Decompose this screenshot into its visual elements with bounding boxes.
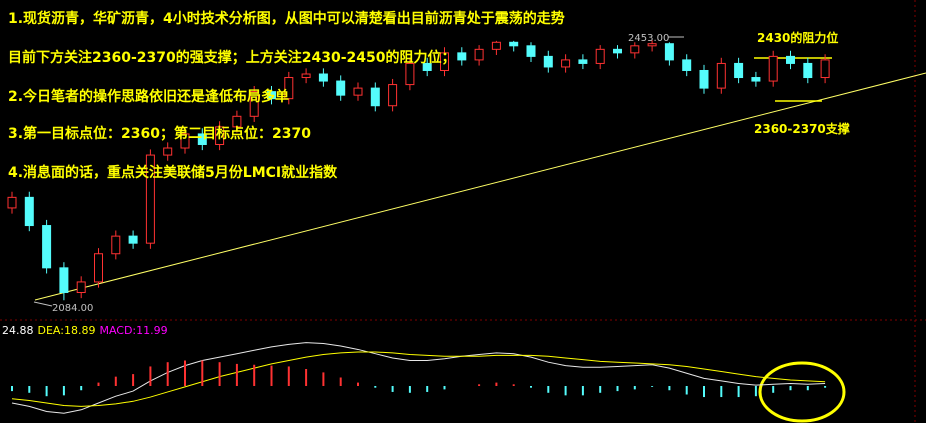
candle-body (336, 80, 346, 96)
candle-body (509, 41, 519, 47)
candle-body (215, 126, 225, 145)
candles (7, 40, 830, 301)
candle-body (422, 62, 432, 71)
candle-body (474, 48, 484, 61)
candle-body (664, 43, 674, 61)
high-price-label: 2453.00 (628, 33, 669, 44)
candle-body (682, 59, 692, 71)
candle-body (768, 55, 778, 82)
annotation: 目前下方关注2360-2370的强支撑；上方关注2430-2450的阻力位； (8, 49, 455, 66)
macd-label: MACD:11.99 (99, 324, 167, 337)
candle-body (647, 43, 657, 47)
candle-body (128, 235, 138, 244)
macd-panel: 24.88 DEA:18.89 MACD:11.99 (2, 324, 827, 414)
candle-body (111, 235, 121, 255)
annotation: 2.今日笔者的操作思路依旧还是逢低布局多单 (8, 88, 289, 105)
candle-body (197, 133, 207, 145)
candle-body (405, 62, 415, 86)
candle-body (370, 87, 380, 107)
candle-body (578, 59, 588, 64)
candle-body (163, 147, 173, 156)
candle-body (716, 62, 726, 89)
trend-line (34, 72, 926, 301)
candle-body (820, 59, 830, 79)
candle-body (734, 62, 744, 79)
candle-body (59, 267, 69, 294)
candle-body (94, 253, 103, 283)
candle-body (388, 84, 398, 107)
macd-label: DEA:18.89 (38, 324, 96, 337)
resistance-label: 2430的阻力位 (757, 30, 838, 45)
macd-line (11, 342, 826, 414)
annotation: 3.第一目标点位：2360；第二目标点位：2370 (8, 125, 311, 142)
candle-body (180, 133, 190, 149)
candle-body (284, 77, 294, 100)
candle-body (751, 77, 761, 82)
annotation: 4.消息面的话，重点关注美联储5月份LMCI就业指数 (8, 164, 338, 181)
candle-body (76, 281, 86, 294)
candle-body (613, 48, 622, 54)
support-label: 2360-2370支撑 (754, 121, 850, 136)
macd-line (11, 351, 826, 407)
candle-body (543, 55, 553, 68)
candle-body (786, 55, 795, 64)
annotations: 1.现货沥青，华矿沥青，4小时技术分析图，从图中可以清楚看出目前沥青处于震荡的走… (8, 10, 850, 314)
candle-body (491, 41, 501, 50)
highlight-circle (758, 361, 846, 423)
annotation: 1.现货沥青，华矿沥青，4小时技术分析图，从图中可以清楚看出目前沥青处于震荡的走… (8, 10, 565, 27)
candle-body (145, 154, 155, 244)
candle-body (699, 69, 709, 89)
candle-body (301, 73, 311, 79)
candle-body (7, 196, 17, 209)
candle-body (457, 52, 467, 61)
candle-body (249, 91, 259, 117)
candle-body (232, 115, 242, 128)
candle-body (440, 52, 449, 71)
candle-body (42, 225, 52, 269)
candle-body (595, 48, 605, 64)
candle-body (630, 45, 640, 54)
candle-body (803, 62, 813, 79)
candle-body (353, 87, 363, 96)
low-price-label: 2084.00 (52, 303, 93, 314)
low-arrow (33, 301, 53, 307)
candle-body (318, 73, 328, 82)
candle-body (24, 196, 34, 227)
candle-body (561, 59, 571, 68)
macd-label: 24.88 (2, 324, 34, 337)
candle-body (267, 91, 276, 100)
candle-body (526, 45, 536, 57)
